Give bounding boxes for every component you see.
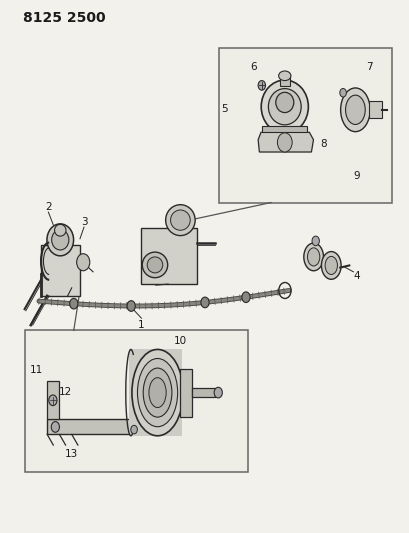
Ellipse shape <box>268 88 301 125</box>
Ellipse shape <box>303 243 323 271</box>
Ellipse shape <box>148 378 166 408</box>
Circle shape <box>258 80 265 90</box>
Ellipse shape <box>170 210 190 230</box>
Circle shape <box>311 236 319 246</box>
Text: 8: 8 <box>320 139 326 149</box>
Bar <box>262 126 307 132</box>
Circle shape <box>49 395 57 406</box>
Ellipse shape <box>275 92 293 112</box>
Text: 4: 4 <box>353 271 359 281</box>
Text: 8125 2500: 8125 2500 <box>22 11 105 25</box>
Ellipse shape <box>52 230 69 250</box>
Ellipse shape <box>137 359 177 427</box>
Ellipse shape <box>321 252 340 279</box>
Ellipse shape <box>345 95 364 125</box>
Bar <box>25 330 247 472</box>
Circle shape <box>213 387 222 398</box>
Ellipse shape <box>261 80 308 133</box>
Ellipse shape <box>143 368 171 417</box>
Ellipse shape <box>165 205 195 236</box>
Text: 9: 9 <box>353 171 359 181</box>
Ellipse shape <box>340 88 369 132</box>
Bar <box>219 48 391 203</box>
Bar <box>192 389 214 397</box>
Text: 3: 3 <box>81 217 87 227</box>
Circle shape <box>70 298 78 309</box>
Text: 12: 12 <box>59 387 72 397</box>
Circle shape <box>127 301 135 311</box>
Circle shape <box>200 297 209 308</box>
Text: 2: 2 <box>45 202 52 212</box>
Bar <box>41 245 80 296</box>
Bar <box>47 419 153 434</box>
Bar <box>368 101 381 118</box>
Circle shape <box>76 254 90 271</box>
Ellipse shape <box>54 224 66 236</box>
Circle shape <box>51 422 59 432</box>
Ellipse shape <box>278 71 290 80</box>
Circle shape <box>130 425 137 434</box>
Bar <box>279 75 289 86</box>
Text: 13: 13 <box>65 449 78 459</box>
Bar <box>128 349 182 437</box>
Text: 11: 11 <box>30 366 43 375</box>
Ellipse shape <box>307 248 319 266</box>
Text: 6: 6 <box>249 62 256 71</box>
Polygon shape <box>258 132 313 152</box>
Ellipse shape <box>142 252 167 278</box>
Text: 7: 7 <box>365 62 371 71</box>
Circle shape <box>277 133 292 152</box>
Text: 5: 5 <box>221 104 227 114</box>
Text: 1: 1 <box>138 320 144 330</box>
Bar <box>141 228 196 284</box>
Text: 10: 10 <box>173 336 187 346</box>
Ellipse shape <box>132 350 183 436</box>
Ellipse shape <box>324 256 337 274</box>
Circle shape <box>339 88 346 97</box>
Ellipse shape <box>47 224 74 256</box>
Bar <box>180 369 192 417</box>
Circle shape <box>241 292 249 303</box>
Bar <box>129 425 139 434</box>
Ellipse shape <box>147 257 162 273</box>
Bar <box>47 381 58 419</box>
